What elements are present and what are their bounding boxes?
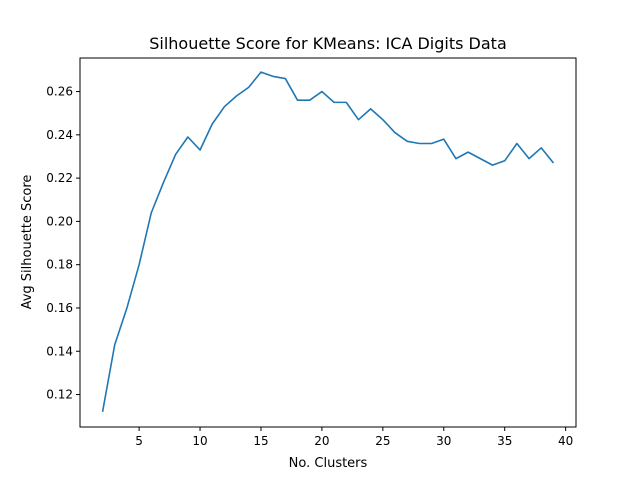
y-tick-label: 0.20: [46, 214, 73, 228]
plot-frame: [79, 57, 577, 428]
y-tick-label: 0.24: [46, 128, 73, 142]
x-tick-label: 25: [375, 434, 390, 448]
y-tick-label: 0.22: [46, 171, 73, 185]
y-tick-label: 0.26: [46, 85, 73, 99]
x-axis: 5 10 15 20 25 30 35 40: [135, 427, 573, 448]
x-tick-label: 40: [558, 434, 573, 448]
chart-title: Silhouette Score for KMeans: ICA Digits …: [149, 34, 507, 53]
x-tick-label: 20: [314, 434, 329, 448]
plot-area: [101, 71, 555, 412]
series-line-0: [101, 71, 555, 412]
y-axis: 0.12 0.14 0.16 0.18 0.20 0.22 0.24 0.26: [46, 85, 80, 402]
y-axis-label: Avg Silhouette Score: [20, 175, 35, 310]
x-tick-label: 5: [135, 434, 143, 448]
x-tick-label: 30: [436, 434, 451, 448]
x-tick-label: 15: [253, 434, 268, 448]
x-tick-label: 35: [497, 434, 512, 448]
y-tick-label: 0.12: [46, 388, 73, 402]
x-axis-label: No. Clusters: [289, 456, 368, 471]
x-tick-label: 10: [192, 434, 207, 448]
y-tick-label: 0.16: [46, 301, 73, 315]
y-tick-label: 0.18: [46, 258, 73, 272]
y-tick-label: 0.14: [46, 344, 73, 358]
